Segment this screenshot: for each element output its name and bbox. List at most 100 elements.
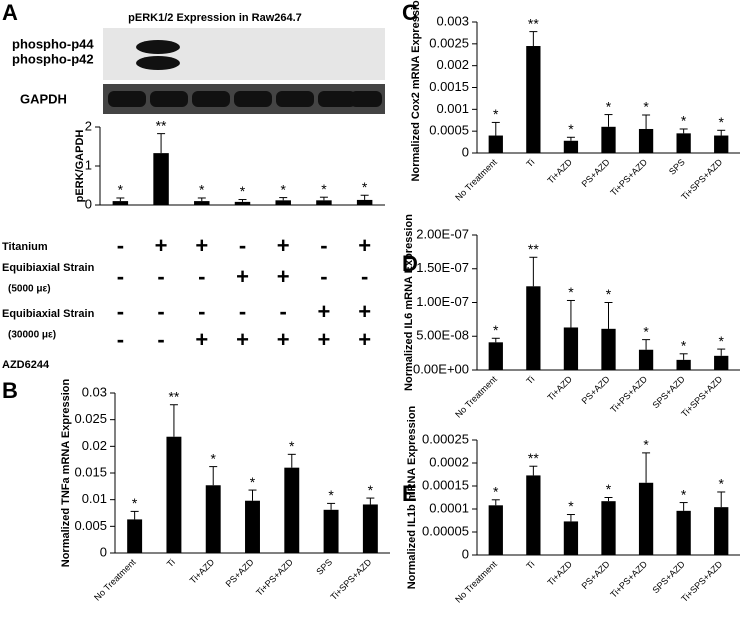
- blot-band: [136, 56, 180, 70]
- significance-mark: *: [328, 487, 334, 503]
- treatment-sign: +: [236, 264, 249, 289]
- significance-mark: *: [321, 181, 327, 197]
- x-tick-label: Ti: [524, 559, 536, 571]
- treatment-sign: -: [239, 299, 246, 324]
- treatment-sign: +: [277, 327, 290, 352]
- bar: [601, 501, 616, 555]
- x-tick-label: SPS: [667, 157, 687, 177]
- significance-mark: *: [718, 333, 724, 349]
- treatment-sublabel: (5000 με): [8, 284, 51, 295]
- bar: [526, 46, 541, 154]
- panel-letter: A: [2, 0, 18, 25]
- y-tick-label: 0.00025: [422, 431, 469, 446]
- x-tick-label: Ti+AZD: [188, 557, 217, 586]
- treatment-sign: -: [198, 299, 205, 324]
- y-tick-label: 0.0002: [429, 454, 469, 469]
- bar: [526, 475, 541, 555]
- treatment-sign: +: [195, 327, 208, 352]
- significance-mark: *: [718, 114, 724, 130]
- bar: [323, 509, 339, 553]
- significance-mark: *: [718, 476, 724, 492]
- blot-band: [318, 91, 356, 107]
- significance-mark: *: [362, 179, 368, 195]
- bar: [488, 342, 503, 370]
- treatment-sign: -: [280, 299, 287, 324]
- y-axis-label: Normalized Cox2 mRNA Expression: [410, 0, 422, 181]
- x-tick-label: SPS: [314, 557, 334, 577]
- treatment-label: Titanium: [2, 241, 48, 253]
- bar: [234, 201, 251, 205]
- significance-mark: *: [493, 484, 499, 500]
- panel-letter: C: [402, 0, 418, 25]
- significance-mark: *: [568, 284, 574, 300]
- blot-label: GAPDH: [20, 91, 67, 106]
- y-tick-label: 0: [462, 546, 469, 561]
- treatment-sign: +: [358, 327, 371, 352]
- x-tick-label: SPS+AZD: [650, 374, 687, 411]
- significance-mark: *: [493, 106, 499, 122]
- treatment-sign: +: [317, 327, 330, 352]
- x-tick-label: Ti+AZD: [545, 157, 574, 186]
- significance-mark: *: [681, 486, 687, 502]
- y-tick-label: 0.0005: [429, 123, 469, 138]
- significance-mark: **: [528, 450, 539, 466]
- bar: [638, 349, 654, 370]
- bar: [714, 355, 729, 370]
- bar: [488, 135, 503, 153]
- y-tick-label: 0.005: [74, 518, 107, 533]
- x-tick-label: Ti+SPS+AZD: [328, 557, 373, 602]
- panel-letter: D: [402, 251, 418, 276]
- significance-mark: *: [199, 182, 205, 198]
- x-tick-label: Ti+PS+AZD: [608, 559, 649, 600]
- x-tick-label: SPS+AZD: [650, 559, 687, 596]
- significance-mark: *: [289, 438, 295, 454]
- bar: [166, 436, 182, 553]
- x-tick-label: Ti: [524, 157, 536, 169]
- x-tick-label: Ti+PS+AZD: [608, 157, 649, 198]
- blot-band: [150, 91, 188, 107]
- y-tick-label: 0.00E+00: [413, 361, 469, 376]
- significance-mark: *: [118, 182, 124, 198]
- y-axis-label: pERK/GAPDH: [74, 130, 86, 203]
- blot-band: [192, 91, 230, 107]
- x-tick-label: No Treatment: [453, 157, 499, 203]
- treatment-sign: +: [317, 299, 330, 324]
- y-tick-label: 0.03: [82, 384, 107, 399]
- bar: [275, 200, 291, 205]
- treatment-label: Equibiaxial Strain: [2, 308, 95, 320]
- blot-label: phospho-p44: [12, 36, 94, 51]
- treatment-sign: -: [157, 327, 164, 352]
- bar: [205, 485, 221, 553]
- treatment-sign: +: [236, 327, 249, 352]
- significance-mark: *: [643, 99, 649, 115]
- y-tick-label: 0.02: [82, 438, 107, 453]
- bar: [563, 327, 579, 370]
- significance-mark: *: [606, 98, 612, 114]
- x-tick-label: Ti+AZD: [545, 374, 574, 403]
- blot-membrane: [103, 28, 385, 80]
- x-tick-label: PS+AZD: [580, 374, 612, 406]
- bar: [112, 201, 129, 205]
- blot-band: [276, 91, 314, 107]
- x-tick-label: No Treatment: [453, 559, 499, 605]
- bar: [563, 521, 579, 555]
- significance-mark: *: [643, 323, 649, 339]
- y-tick-label: 1: [85, 157, 92, 172]
- y-tick-label: 0.00005: [422, 523, 469, 538]
- y-tick-label: 0.001: [436, 101, 469, 116]
- y-tick-label: 0: [100, 544, 107, 559]
- panel-letter: B: [2, 378, 18, 403]
- significance-mark: **: [528, 241, 539, 257]
- blot-band: [350, 91, 382, 107]
- x-tick-label: No Treatment: [453, 374, 499, 420]
- x-tick-label: Ti+PS+AZD: [608, 374, 649, 415]
- y-tick-label: 2.00E-07: [416, 226, 469, 241]
- bar: [356, 199, 373, 205]
- y-tick-label: 1.00E-07: [416, 294, 469, 309]
- significance-mark: *: [493, 322, 499, 338]
- bar: [601, 126, 616, 153]
- y-tick-label: 1.50E-07: [416, 260, 469, 275]
- y-tick-label: 2: [85, 118, 92, 133]
- bar: [714, 135, 729, 153]
- bar: [601, 328, 616, 370]
